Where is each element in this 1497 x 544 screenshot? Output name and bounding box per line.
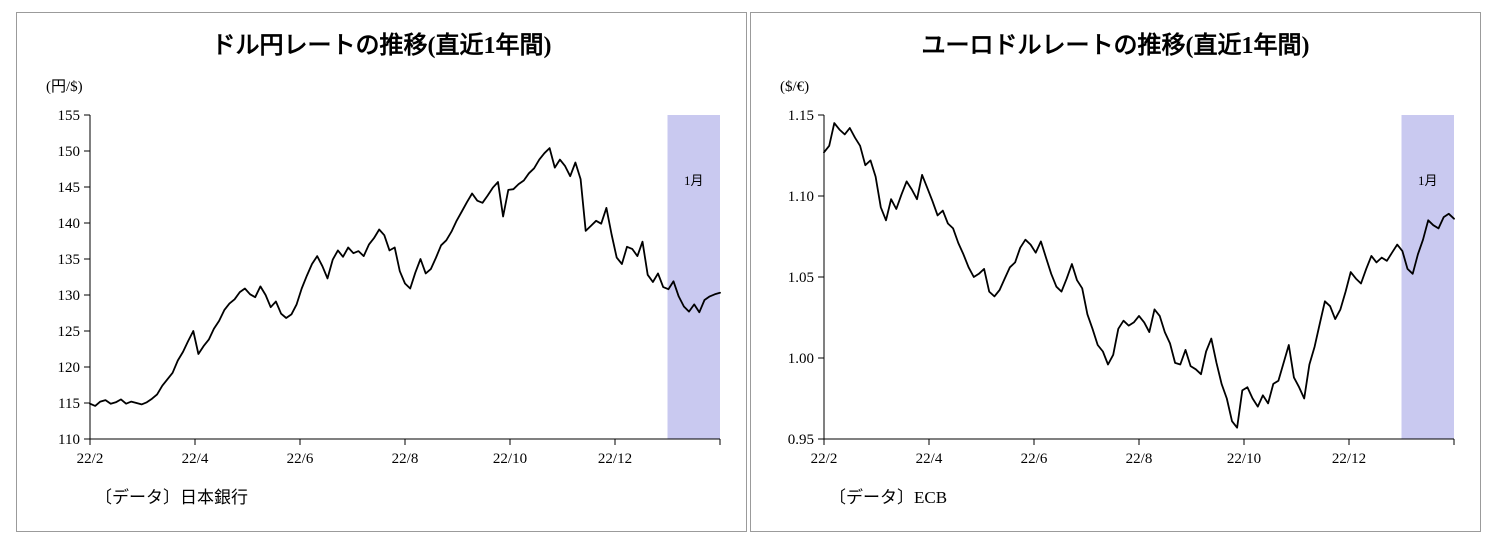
rate-series-line (822, 122, 1455, 429)
eurusd-source-label: 〔データ〕ECB (829, 488, 948, 507)
y-tick-label: 125 (57, 324, 80, 340)
eurusd-chart-area: 1月 0.95 1.00 1.05 1.10 1.15 22/2 22/4 22/6 22/8 22… (751, 71, 1480, 481)
y-tick-label: 140 (57, 216, 80, 232)
x-tick-label: 22/12 (597, 451, 631, 467)
usdjpy-chart-title: ドル円レートの推移(直近1年間) (211, 33, 552, 59)
highlight-band-label: 1月 (684, 173, 704, 188)
x-tick-label: 22/4 (181, 451, 208, 467)
usdjpy-panel: ドル円レートの推移(直近1年間) 1月 110 115 120 125 130 135 140… (16, 12, 747, 532)
y-tick-label: 115 (58, 396, 80, 412)
highlight-band (1401, 115, 1454, 439)
x-tick-label: 22/8 (1125, 451, 1152, 467)
y-tick-label: 150 (57, 144, 80, 160)
y-tick-label: 130 (57, 288, 80, 304)
eurusd-line-chart: 1月 0.95 1.00 1.05 1.10 1.15 22/2 22/4 22/6 22/8 22… (780, 79, 1455, 467)
highlight-band (667, 115, 720, 439)
x-tick-label: 22/6 (286, 451, 313, 467)
y-tick-label: 135 (57, 252, 80, 268)
usdjpy-source-label: 〔データ〕日本銀行 (95, 488, 248, 507)
y-tick-label: 1.15 (787, 108, 813, 124)
x-tick-label: 22/2 (810, 451, 837, 467)
y-tick-label: 145 (57, 180, 80, 196)
x-tick-label: 22/10 (492, 451, 526, 467)
y-axis-unit-label: ($/€) (780, 79, 809, 95)
highlight-band-label: 1月 (1418, 173, 1438, 188)
eurusd-panel: ユーロドルレートの推移(直近1年間) 1月 0.95 1.00 1.05 1.10 1.1… (750, 12, 1481, 532)
rate-series-line (88, 147, 721, 407)
usdjpy-line-chart: 1月 110 115 120 125 130 135 140 145 150 155 22/2 22/4… (46, 79, 721, 467)
x-tick-label: 22/4 (915, 451, 942, 467)
usdjpy-chart-area: 1月 110 115 120 125 130 135 140 145 150 155 22/2 22/4… (17, 71, 746, 481)
y-tick-label: 1.05 (787, 270, 813, 286)
y-tick-label: 0.95 (787, 432, 813, 448)
y-tick-label: 1.10 (787, 189, 813, 205)
x-tick-label: 22/6 (1020, 451, 1047, 467)
x-tick-label: 22/12 (1331, 451, 1365, 467)
y-axis-unit-label: (円/$) (46, 79, 83, 95)
x-tick-label: 22/10 (1226, 451, 1260, 467)
x-tick-label: 22/8 (391, 451, 418, 467)
y-tick-label: 1.00 (787, 351, 813, 367)
eurusd-chart-title: ユーロドルレートの推移(直近1年間) (921, 33, 1310, 59)
x-tick-label: 22/2 (76, 451, 103, 467)
y-tick-label: 155 (57, 108, 80, 124)
y-tick-label: 120 (57, 360, 80, 376)
y-tick-label: 110 (58, 432, 80, 448)
